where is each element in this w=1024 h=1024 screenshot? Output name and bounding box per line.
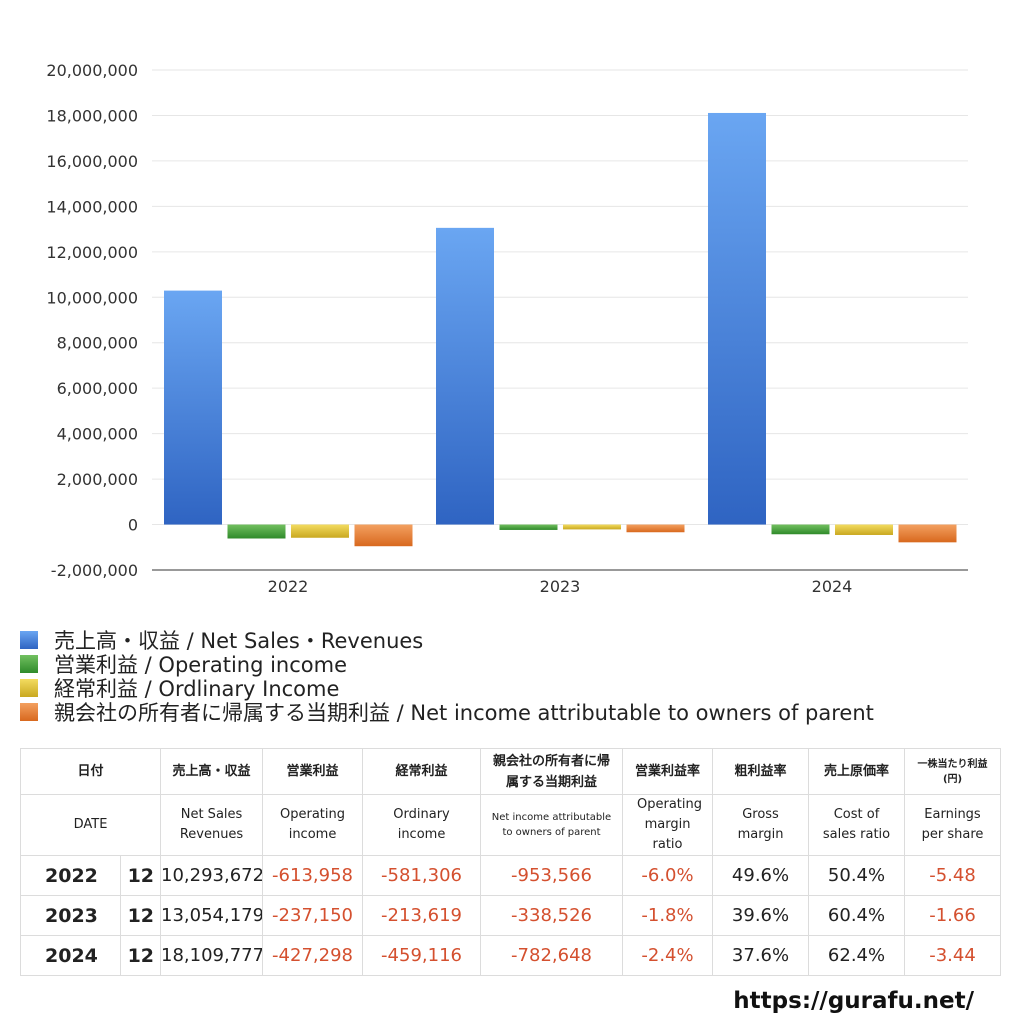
x-tick-label: 2024 <box>812 577 853 596</box>
legend-swatch-operating-income <box>20 655 38 673</box>
bar-2022-series-0 <box>164 290 222 525</box>
legend-label-ordinary-income: 経常利益 / Ordlinary Income <box>54 677 340 701</box>
header-operating-margin-jp: 営業利益率 <box>622 748 714 795</box>
cell-ordinary-income: -459,116 <box>362 935 482 976</box>
header-net-income-en: Net income attributable to owners of par… <box>480 794 624 856</box>
y-tick-label: 10,000,000 <box>46 288 138 307</box>
cell-operating-income: -613,958 <box>262 855 364 896</box>
bar-2022-series-2 <box>291 524 349 538</box>
cell-gross-margin: 49.6% <box>712 855 810 896</box>
y-tick-label: 0 <box>128 516 138 535</box>
row-year: 2022 <box>20 855 121 896</box>
cell-net-sales: 13,054,179 <box>160 895 264 936</box>
header-date-en: DATE <box>19 794 162 856</box>
y-tick-label: 4,000,000 <box>57 425 138 444</box>
bar-2024-series-1 <box>771 524 830 535</box>
financial-table: 日付 売上高・収益 営業利益 経常利益 親会社の所有者に帰属する当期利益 営業利… <box>19 748 1002 976</box>
header-date-jp: 日付 <box>19 748 162 795</box>
legend-swatch-net-income <box>20 703 38 721</box>
cell-gross-margin: 37.6% <box>712 935 810 976</box>
cell-operating-income: -237,150 <box>262 895 364 936</box>
legend-label-net-sales: 売上高・収益 / Net Sales・Revenues <box>54 629 424 653</box>
y-tick-label: 2,000,000 <box>57 470 138 489</box>
header-gross-margin-jp: 粗利益率 <box>712 748 810 795</box>
row-month: 12 <box>119 895 162 936</box>
chart-legend: 売上高・収益 / Net Sales・Revenues 営業利益 / Opera… <box>20 628 874 725</box>
bar-2023-series-0 <box>436 227 494 525</box>
cell-eps: -3.44 <box>904 935 1002 976</box>
table-row: 2023 12 13,054,179 -237,150 -213,619 -33… <box>20 895 1002 936</box>
y-tick-label: 8,000,000 <box>57 334 138 353</box>
bar-2024-series-3 <box>898 524 957 543</box>
bar-2023-series-1 <box>499 524 558 530</box>
row-year: 2024 <box>20 935 121 976</box>
bar-2022-series-3 <box>354 524 413 547</box>
header-ordinary-income-en: Ordinary income <box>362 794 482 856</box>
legend-label-operating-income: 営業利益 / Operating income <box>54 653 348 677</box>
cell-net-income: -953,566 <box>480 855 624 896</box>
cell-cost-ratio: 60.4% <box>808 895 906 936</box>
row-month: 12 <box>119 855 162 896</box>
cell-net-sales: 18,109,777 <box>160 935 264 976</box>
bar-2022-series-1 <box>227 524 286 539</box>
cell-cost-ratio: 62.4% <box>808 935 906 976</box>
site-url: https://gurafu.net/ <box>733 988 974 1014</box>
cell-eps: -1.66 <box>904 895 1002 936</box>
cell-ordinary-income: -581,306 <box>362 855 482 896</box>
legend-swatch-net-sales <box>20 631 38 649</box>
y-tick-label: 12,000,000 <box>46 243 138 262</box>
table-header-jp: 日付 売上高・収益 営業利益 経常利益 親会社の所有者に帰属する当期利益 営業利… <box>19 748 1002 795</box>
cell-ordinary-income: -213,619 <box>362 895 482 936</box>
header-eps-en: Earnings per share <box>904 794 1002 856</box>
cell-operating-margin: -6.0% <box>622 855 714 896</box>
y-tick-label: 14,000,000 <box>46 197 138 216</box>
bar-2024-series-0 <box>708 112 766 525</box>
legend-swatch-ordinary-income <box>20 679 38 697</box>
header-operating-margin-en: Operating margin ratio <box>622 794 714 856</box>
legend-item-operating-income: 営業利益 / Operating income <box>20 652 874 677</box>
row-year: 2023 <box>20 895 121 936</box>
cell-cost-ratio: 50.4% <box>808 855 906 896</box>
legend-item-ordinary-income: 経常利益 / Ordlinary Income <box>20 676 874 701</box>
table-row: 2024 12 18,109,777 -427,298 -459,116 -78… <box>20 935 1002 976</box>
cell-eps: -5.48 <box>904 855 1002 896</box>
bar-chart: -2,000,000 0 2,000,000 4,000,000 6,000,000 8,… <box>46 61 968 596</box>
bar-2023-series-2 <box>563 524 621 530</box>
table-header-en: DATE Net Sales Revenues Operating income… <box>19 794 1002 856</box>
header-operating-income-jp: 営業利益 <box>262 748 364 795</box>
header-eps-jp: 一株当たり利益(円) <box>904 748 1002 795</box>
x-tick-label: 2022 <box>268 577 309 596</box>
header-cost-ratio-en: Cost of sales ratio <box>808 794 906 856</box>
x-tick-label: 2023 <box>540 577 581 596</box>
header-net-income-jp: 親会社の所有者に帰属する当期利益 <box>480 748 624 795</box>
y-tick-label: 18,000,000 <box>46 106 138 125</box>
cell-net-income: -782,648 <box>480 935 624 976</box>
header-gross-margin-en: Gross margin <box>712 794 810 856</box>
cell-operating-income: -427,298 <box>262 935 364 976</box>
table-row: 2022 12 10,293,672 -613,958 -581,306 -95… <box>20 855 1002 896</box>
cell-gross-margin: 39.6% <box>712 895 810 936</box>
y-tick-label: 20,000,000 <box>46 61 138 80</box>
cell-operating-margin: -1.8% <box>622 895 714 936</box>
legend-label-net-income: 親会社の所有者に帰属する当期利益 / Net income attributab… <box>54 701 874 725</box>
y-tick-label: 6,000,000 <box>57 379 138 398</box>
bar-2023-series-3 <box>626 524 685 533</box>
header-net-sales-jp: 売上高・収益 <box>160 748 264 795</box>
row-month: 12 <box>119 935 162 976</box>
cell-net-sales: 10,293,672 <box>160 855 264 896</box>
cell-net-income: -338,526 <box>480 895 624 936</box>
header-cost-ratio-jp: 売上原価率 <box>808 748 906 795</box>
bar-2024-series-2 <box>835 524 893 535</box>
y-tick-label: 16,000,000 <box>46 152 138 171</box>
legend-item-net-sales: 売上高・収益 / Net Sales・Revenues <box>20 628 874 653</box>
legend-item-net-income: 親会社の所有者に帰属する当期利益 / Net income attributab… <box>20 700 874 725</box>
header-net-sales-en: Net Sales Revenues <box>160 794 264 856</box>
header-operating-income-en: Operating income <box>262 794 364 856</box>
y-tick-label: -2,000,000 <box>51 561 138 580</box>
header-ordinary-income-jp: 経常利益 <box>362 748 482 795</box>
cell-operating-margin: -2.4% <box>622 935 714 976</box>
